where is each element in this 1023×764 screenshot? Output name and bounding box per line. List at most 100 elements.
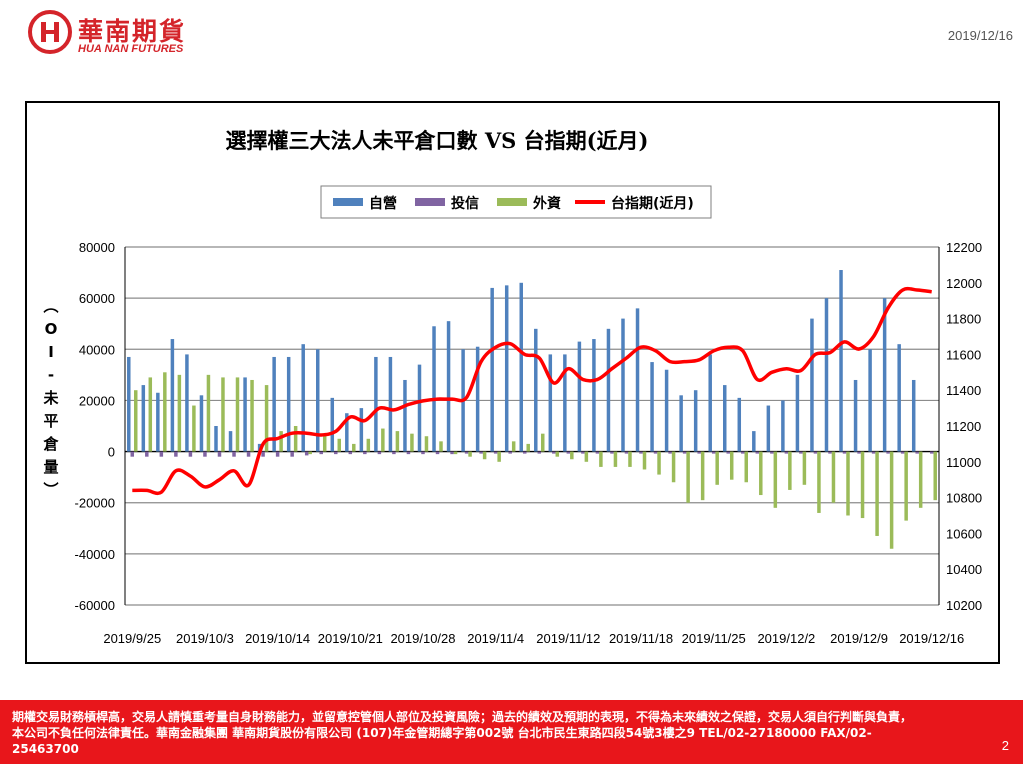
bar-self [882,298,887,452]
bar-trust [624,451,629,454]
bar-self [650,362,654,452]
bar-self [752,431,756,452]
bar-trust [421,451,425,455]
bar-trust [188,451,193,457]
bar-foreign [337,438,342,452]
bar-trust [363,451,367,455]
bar-self [417,364,422,452]
x-tick-label: 2019/9/25 [103,631,161,646]
bar-trust [929,451,934,454]
y-tick-label: 20000 [79,393,115,408]
bar-foreign [773,451,778,508]
bar-foreign [802,451,807,485]
bar-self [214,426,218,452]
bar-foreign [904,451,908,521]
bar-foreign [846,451,850,516]
bar-self [315,349,320,452]
chart-legend: 自營 投信 外資 台指期(近月) [320,185,712,219]
bar-trust [697,451,701,454]
bar-trust [334,451,338,455]
bar-trust [159,451,164,457]
y-tick-label: 60000 [79,291,115,306]
bar-trust [435,451,440,455]
bar-self [199,395,204,452]
legend-trust-label: 投信 [451,195,479,212]
bar-self [446,321,451,452]
bar-trust [203,451,207,457]
bar-foreign [381,428,385,452]
brand-logo: 華南期貨 HUA NAN FUTURES [28,10,228,60]
bar-foreign [759,451,763,496]
y-axis-label-char: ︵ [42,297,58,315]
bar-foreign [366,438,371,452]
y-axis-label-char: ︶ [42,481,58,499]
bar-trust [145,451,149,457]
bar-foreign [744,451,749,483]
bar-self [490,287,494,452]
bar-trust [871,451,876,454]
bar-foreign [293,426,298,452]
bar-self [868,349,872,452]
bar-trust [784,451,789,454]
logo-english-name: HUA NAN FUTURES [78,43,184,55]
disclaimer-text: 期權交易財務槓桿高，交易人請慎重考量自身財務能力，並留意控管個人部位及投資風險；… [12,710,913,756]
bar-foreign [250,379,254,452]
y-tick-label: 40000 [79,342,115,357]
bar-foreign [497,451,501,462]
bar-trust [813,451,818,454]
y-tick-label: 0 [108,445,115,460]
bar-trust [741,451,745,454]
bar-foreign [933,451,937,501]
bar-trust [464,451,469,454]
bar-foreign [788,451,792,490]
bar-self [388,356,393,452]
x-tick-label: 2019/12/2 [757,631,815,646]
bar-foreign [526,443,530,452]
bar-foreign [686,451,690,503]
bar-self [403,379,407,452]
bar-trust [886,451,890,454]
bar-self [737,397,742,452]
bar-self [563,354,567,452]
chart-title: 選擇權三大法人未平倉口數 VS 台指期(近月) [226,128,649,153]
bar-trust [682,451,687,454]
bar-foreign [148,377,153,452]
bar-self [170,339,175,452]
bar-self [781,400,785,452]
bar-foreign [918,451,923,508]
bar-trust [392,451,396,455]
bar-foreign [308,451,312,455]
y2-tick-label: 11200 [946,419,981,434]
bar-trust [508,451,512,454]
x-tick-label: 2019/10/14 [245,631,310,646]
bar-self [824,298,829,452]
x-tick-label: 2019/10/21 [318,631,383,646]
bar-self [519,282,523,452]
bar-self [592,339,596,452]
bar-self [722,385,727,452]
bar-foreign [206,374,211,452]
legend-foreign-label: 外資 [533,195,561,212]
bar-foreign [889,451,894,549]
bar-self [504,285,509,452]
bar-trust [755,451,760,454]
bar-trust [770,451,774,454]
y-axis-label-char: 平 [43,412,58,430]
page-number: 2 [1001,738,1009,753]
bar-foreign [860,451,865,519]
bar-self [243,377,247,452]
bar-foreign [134,390,138,452]
bar-foreign [570,451,574,460]
bar-self [664,369,669,452]
bar-self [141,385,146,452]
bar-foreign [657,451,661,475]
bar-trust [799,451,803,454]
footer-disclaimer-bar: 期權交易財務槓桿高，交易人請慎重考量自身財務能力，並留意控管個人部位及投資風險；… [0,700,1023,764]
bar-foreign [584,451,589,462]
bar-foreign [264,385,269,452]
y-tick-label: 80000 [79,240,115,255]
bar-trust [174,451,178,457]
bar-self [839,270,843,452]
bar-foreign [555,451,560,457]
